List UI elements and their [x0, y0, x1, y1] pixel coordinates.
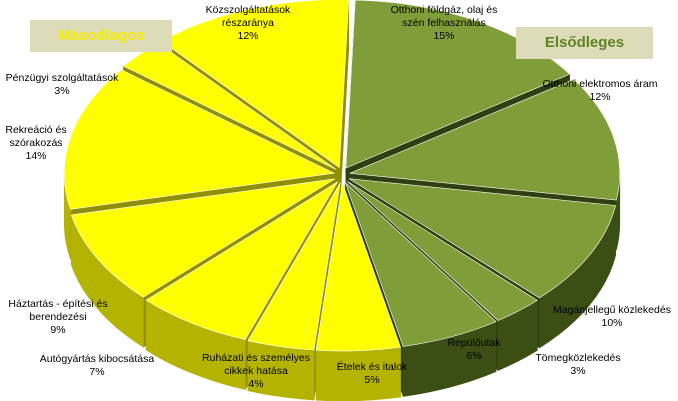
slice-label-9: Rekreáció és szórakozás 14%: [5, 124, 66, 163]
pie-slice-7: [145, 181, 338, 340]
slice-percent: 3%: [54, 85, 70, 97]
slice-label-7: Autógyártás kibocsátása 7%: [40, 353, 154, 379]
slice-percent: 12%: [237, 30, 259, 42]
slice-label-8: Háztartás - építési és berendezési 9%: [8, 298, 107, 337]
pie-slice-2: [348, 178, 616, 299]
slice-label-11: Közszolgáltatások részaránya 12%: [206, 4, 291, 43]
slice-percent: 12%: [589, 91, 611, 103]
slice-label-text: berendezési: [29, 311, 87, 323]
slice-label-text: Ruházati és személyes: [202, 352, 310, 364]
slice-percent: 15%: [433, 30, 455, 42]
legend-primary-box: Elsődleges: [516, 27, 653, 59]
slice-label-10: Pénzügyi szolgáltatások 3%: [6, 72, 119, 98]
slice-label-text: Otthoni elektromos áram: [542, 78, 658, 90]
slice-label-text: Közszolgáltatások: [205, 4, 291, 16]
slice-label-text: részaránya: [222, 17, 274, 29]
pie-slice-1: [349, 78, 621, 201]
pie-slice-9: [63, 69, 336, 210]
slice-label-text: Repülőutak: [447, 337, 501, 349]
pie-slice-8: [70, 178, 336, 298]
pie-slice-11: [160, 0, 349, 169]
slice-percent: 3%: [570, 365, 586, 377]
slice-label-text: Pénzügyi szolgáltatások: [5, 72, 119, 84]
slice-percent: 14%: [25, 150, 47, 162]
slice-label-5: Ételek és italok 5%: [337, 361, 408, 387]
slice-label-1: Otthoni elektromos áram 12%: [543, 78, 658, 104]
slice-label-text: szén felhasználás: [402, 17, 486, 29]
slice-percent: 4%: [248, 378, 264, 390]
slice-label-text: Ételek és italok: [336, 361, 408, 373]
slice-label-text: Magánjellegű közlekedés: [553, 304, 671, 316]
slice-label-2: Magánjellegű közlekedés 10%: [553, 304, 671, 330]
pie-slice-3: [346, 180, 538, 321]
slice-label-text: szórakozás: [9, 137, 63, 149]
slice-percent: 10%: [601, 317, 623, 329]
pie-slice-6: [247, 182, 341, 351]
slice-percent: 6%: [466, 350, 482, 362]
slice-tops: [63, 0, 621, 352]
slice-label-4: Repülőutak 6%: [447, 337, 500, 363]
slice-percent: 9%: [50, 324, 66, 336]
slice-label-0: Otthoni földgáz, olaj és szén felhasználá…: [391, 4, 498, 43]
slice-percent: 7%: [89, 366, 105, 378]
pie-slice-5: [315, 182, 401, 352]
legend-secondary-box: Másodlagos: [30, 20, 172, 52]
pie-slice-0: [345, 0, 571, 169]
slice-label-text: Rekreáció és: [5, 124, 67, 136]
slice-label-text: Háztartás - építési és: [8, 298, 108, 310]
pie-slice-4: [344, 182, 497, 347]
slice-label-6: Ruházati és személyes cikkek hatása 4%: [202, 352, 310, 391]
slice-label-text: cikkek hatása: [224, 365, 288, 377]
slice-label-text: Tömegközlekedés: [535, 352, 621, 364]
slice-label-text: Otthoni földgáz, olaj és: [390, 4, 498, 16]
slice-percent: 5%: [364, 374, 380, 386]
slice-label-3: Tömegközlekedés 3%: [535, 352, 620, 378]
slice-label-text: Autógyártás kibocsátása: [39, 353, 155, 365]
